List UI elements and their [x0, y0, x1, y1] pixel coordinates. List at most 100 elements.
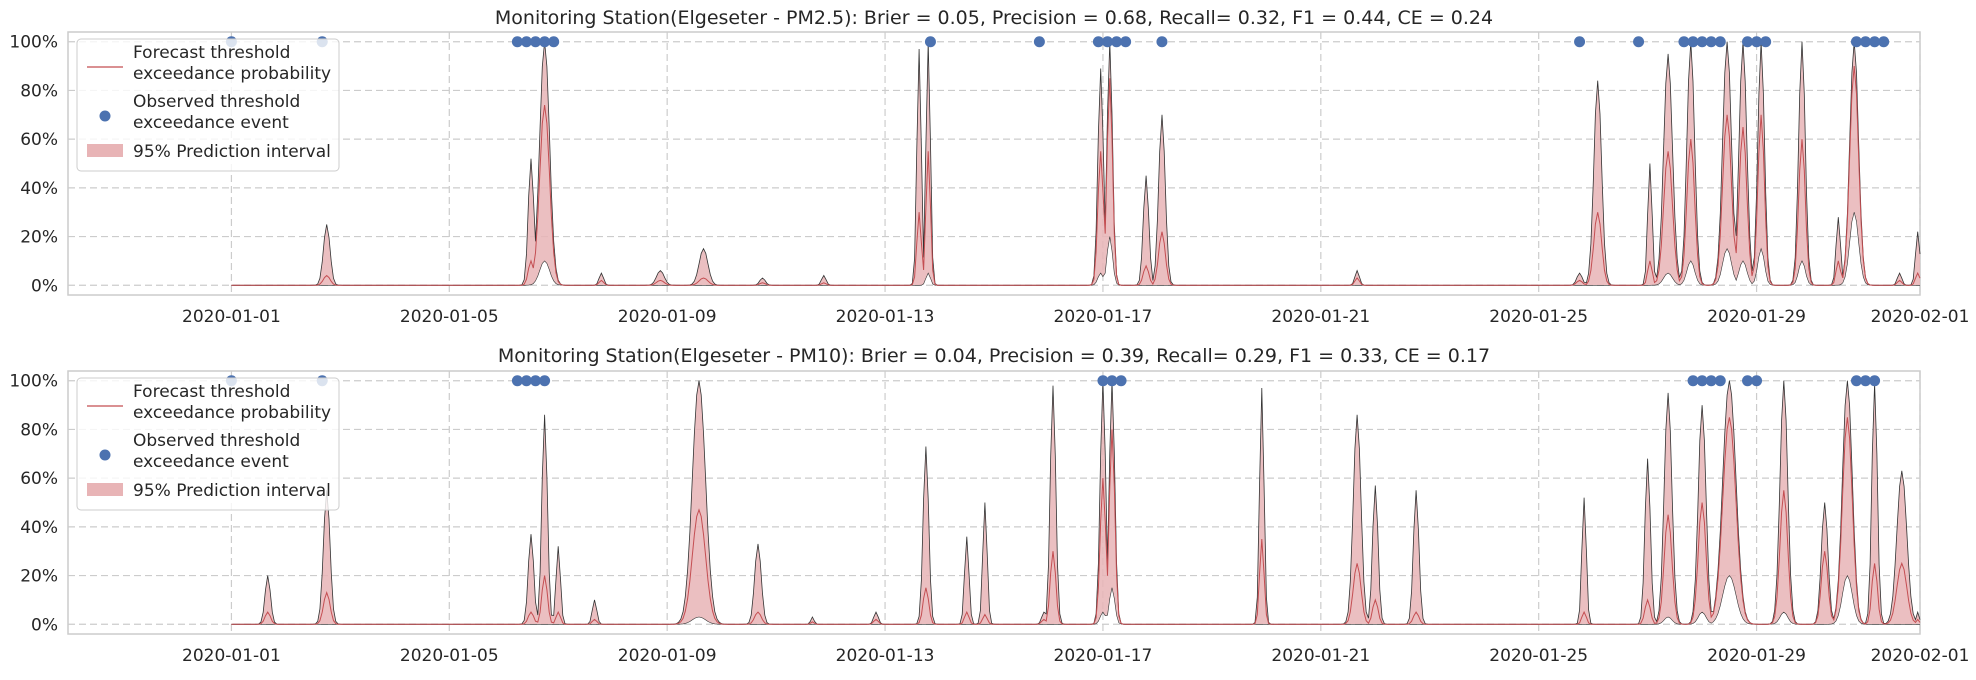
- legend: Forecast threshold exceedance probabilit…: [76, 38, 340, 172]
- y-tick-label: 20%: [20, 228, 58, 248]
- observed-event-marker: [1115, 375, 1127, 387]
- observed-event-marker: [1696, 36, 1708, 48]
- x-tick-label: 2020-01-01: [182, 646, 281, 666]
- observed-event-marker: [1033, 36, 1045, 48]
- observed-event-marker: [1742, 36, 1754, 48]
- legend-frame: [76, 38, 340, 172]
- x-tick-label: 2020-01-05: [400, 307, 499, 327]
- observed-event-marker: [1751, 375, 1763, 387]
- legend-label-observed-line2: exceedance event: [133, 113, 289, 133]
- legend-label-forecast: Forecast threshold: [133, 382, 290, 402]
- y-tick-label: 20%: [20, 567, 58, 587]
- chart-title: Monitoring Station(Elgeseter - PM2.5): B…: [495, 7, 1493, 29]
- legend-label-observed: Observed threshold: [133, 431, 300, 451]
- observed-event-marker: [1687, 375, 1699, 387]
- chart-panel-2: Monitoring Station(Elgeseter - PM10): Br…: [9, 345, 1969, 666]
- x-tick-label: 2020-02-01: [1871, 646, 1970, 666]
- x-tick-label: 2020-01-17: [1054, 307, 1153, 327]
- chart-panel-1: Monitoring Station(Elgeseter - PM2.5): B…: [9, 7, 1969, 327]
- legend-label-interval: 95% Prediction interval: [133, 142, 331, 162]
- observed-event-marker: [520, 375, 532, 387]
- observed-event-marker: [1120, 36, 1132, 48]
- x-tick-label: 2020-01-13: [836, 646, 935, 666]
- x-tick-label: 2020-01-25: [1489, 646, 1588, 666]
- observed-event-marker: [1678, 36, 1690, 48]
- legend: Forecast threshold exceedance probabilit…: [76, 377, 340, 511]
- observed-event-marker: [1687, 36, 1699, 48]
- x-tick-label: 2020-01-09: [618, 307, 717, 327]
- y-tick-label: 60%: [20, 130, 58, 150]
- legend-label-forecast-line2: exceedance probability: [133, 64, 331, 84]
- forecast-probability-line: [231, 417, 1921, 625]
- observed-event-marker: [1760, 36, 1772, 48]
- plot-area: [67, 370, 1921, 635]
- observed-event-marker: [539, 375, 551, 387]
- observed-event-marker: [530, 375, 542, 387]
- legend-label-observed: Observed threshold: [133, 92, 300, 112]
- legend-label-interval: 95% Prediction interval: [133, 481, 331, 501]
- observed-event-marker: [1705, 375, 1717, 387]
- observed-event-marker: [1860, 375, 1872, 387]
- y-tick-label: 0%: [31, 615, 58, 635]
- legend-patch-swatch: [87, 144, 123, 157]
- observed-event-marker: [1742, 375, 1754, 387]
- observed-event-marker: [1878, 36, 1890, 48]
- y-tick-label: 80%: [20, 81, 58, 101]
- observed-event-marker: [1097, 375, 1109, 387]
- observed-event-marker: [1850, 375, 1862, 387]
- x-tick-label: 2020-01-05: [400, 646, 499, 666]
- plot-area: [67, 31, 1921, 296]
- x-tick-label: 2020-01-09: [618, 646, 717, 666]
- observed-event-marker: [539, 36, 551, 48]
- legend-frame: [76, 377, 340, 511]
- observed-event-marker: [1869, 375, 1881, 387]
- observed-event-marker: [520, 36, 532, 48]
- x-tick-label: 2020-01-13: [836, 307, 935, 327]
- x-tick-label: 2020-01-21: [1271, 307, 1370, 327]
- observed-event-marker: [1705, 36, 1717, 48]
- observed-event-marker: [1156, 36, 1168, 48]
- observed-event-marker: [530, 36, 542, 48]
- legend-label-observed-line2: exceedance event: [133, 452, 289, 472]
- observed-event-marker: [1574, 36, 1586, 48]
- legend-label-forecast: Forecast threshold: [133, 43, 290, 63]
- x-tick-label: 2020-01-21: [1271, 646, 1370, 666]
- legend-marker-swatch: [99, 449, 111, 461]
- x-tick-label: 2020-01-29: [1707, 307, 1806, 327]
- observed-event-marker: [511, 375, 523, 387]
- y-tick-label: 0%: [31, 276, 58, 296]
- y-tick-label: 100%: [9, 33, 58, 53]
- observed-event-marker: [548, 36, 560, 48]
- observed-event-marker: [1101, 36, 1113, 48]
- x-tick-label: 2020-01-01: [182, 307, 281, 327]
- observed-event-marker: [1092, 36, 1104, 48]
- observed-event-marker: [1714, 36, 1726, 48]
- observed-event-marker: [1860, 36, 1872, 48]
- y-tick-label: 40%: [20, 518, 58, 538]
- y-tick-label: 100%: [9, 372, 58, 392]
- observed-event-marker: [511, 36, 523, 48]
- observed-event-marker: [924, 36, 936, 48]
- legend-marker-swatch: [99, 110, 111, 122]
- observed-event-marker: [1751, 36, 1763, 48]
- x-tick-label: 2020-01-25: [1489, 307, 1588, 327]
- observed-event-marker: [1869, 36, 1881, 48]
- observed-event-marker: [1696, 375, 1708, 387]
- observed-event-marker: [1633, 36, 1645, 48]
- observed-event-marker: [1714, 375, 1726, 387]
- observed-event-marker: [1850, 36, 1862, 48]
- observed-event-marker: [1111, 36, 1123, 48]
- x-tick-label: 2020-01-29: [1707, 646, 1806, 666]
- y-tick-label: 80%: [20, 420, 58, 440]
- y-tick-label: 60%: [20, 469, 58, 489]
- observed-event-marker: [1106, 375, 1118, 387]
- y-tick-label: 40%: [20, 179, 58, 199]
- forecast-probability-line: [231, 66, 1921, 286]
- chart-title: Monitoring Station(Elgeseter - PM10): Br…: [498, 345, 1490, 367]
- legend-patch-swatch: [87, 483, 123, 496]
- x-tick-label: 2020-01-17: [1054, 646, 1153, 666]
- legend-label-forecast-line2: exceedance probability: [133, 403, 331, 423]
- x-tick-label: 2020-02-01: [1871, 307, 1970, 327]
